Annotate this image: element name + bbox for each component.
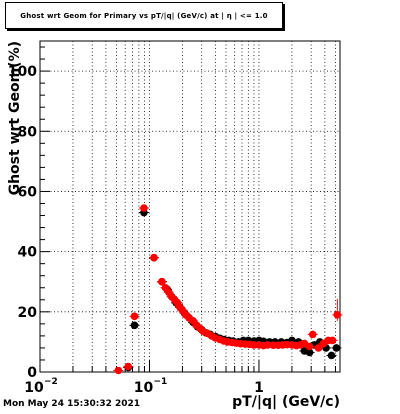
y-tick-label: 0 — [27, 365, 37, 381]
data-point — [305, 342, 314, 351]
plot-frame — [39, 40, 341, 373]
data-point — [308, 330, 317, 339]
y-axis-title: Ghost wrt Geom(%) — [7, 41, 23, 195]
data-point — [124, 362, 133, 371]
y-tick-label: 40 — [18, 245, 38, 261]
data-point — [158, 277, 166, 286]
data-point — [150, 253, 158, 262]
x-tick-label-exponent: −2 — [44, 377, 58, 387]
data-points — [113, 204, 343, 375]
y-tick-label: 100 — [8, 64, 37, 80]
y-tick-label: 80 — [18, 124, 38, 140]
grid-lines — [40, 41, 340, 372]
data-point — [130, 312, 139, 321]
x-tick-label: 10 — [24, 380, 44, 396]
axis-ticks — [40, 46, 336, 373]
x-tick-label: 1 — [254, 380, 264, 396]
chart-title-box: Ghost wrt Geom for Primary vs pT/|q| (Ge… — [5, 2, 283, 29]
data-point — [314, 344, 323, 352]
data-point — [332, 344, 341, 352]
plot-frame-rect — [39, 40, 341, 373]
data-point — [305, 348, 314, 357]
x-tick-label: 10 — [134, 380, 154, 396]
chart-title: Ghost wrt Geom for Primary vs pT/|q| (Ge… — [20, 11, 268, 20]
y-tick-label: 20 — [18, 305, 38, 321]
data-point — [130, 321, 139, 330]
x-axis-title: pT/|q| (GeV/c) — [232, 394, 340, 410]
data-point — [327, 351, 336, 360]
data-point — [114, 366, 123, 375]
data-point — [328, 336, 337, 345]
data-point — [140, 204, 148, 212]
x-tick-label-exponent: −1 — [153, 377, 167, 387]
timestamp: Mon May 24 15:30:32 2021 — [3, 399, 141, 409]
data-point — [263, 341, 272, 349]
y-tick-label: 60 — [18, 184, 38, 200]
